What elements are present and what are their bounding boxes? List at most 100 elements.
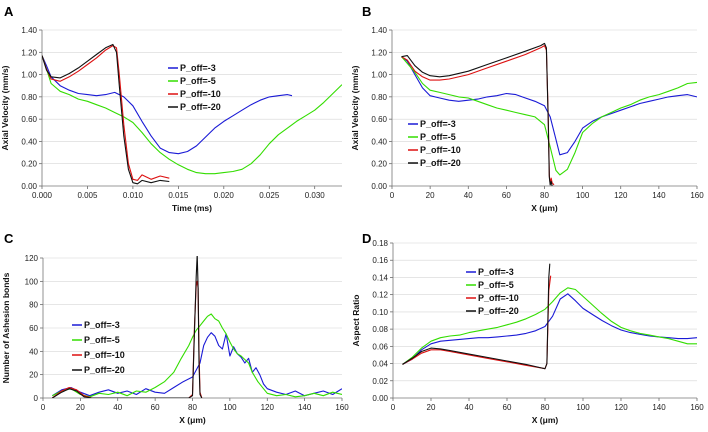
x-tick-label: 60	[503, 403, 512, 412]
y-tick-label: 0.80	[21, 93, 37, 102]
y-tick-label: 40	[29, 347, 38, 356]
x-tick-label: 0.030	[305, 191, 326, 200]
x-tick-label: 0.010	[123, 191, 144, 200]
y-tick-label: 1.00	[371, 71, 387, 80]
x-tick-label: 120	[261, 403, 275, 412]
y-tick-label: 0.12	[372, 291, 388, 300]
legend-entry: P_off=-5	[84, 335, 120, 345]
x-tick-label: 100	[576, 191, 590, 200]
legend-entry: P_off=-5	[420, 132, 456, 142]
y-tick-label: 0	[34, 394, 39, 403]
chart-panel-d: D 0.00 0.02 0.04 0.06 0.08 0.10 0.12 0.14 0.16 0.1…	[351, 231, 704, 425]
x-tick-label: 40	[464, 191, 473, 200]
y-tick-label: 0.06	[372, 342, 388, 351]
legend-entry: P_off=-10	[420, 145, 461, 155]
y-tick-label: 1.20	[21, 48, 37, 57]
legend-entry: P_off=-3	[420, 119, 456, 129]
legend-entry: P_off=-20	[84, 365, 125, 375]
y-axis-label: Axial Velocity (mm/s)	[0, 65, 10, 150]
legend-entry: P_off=-3	[84, 320, 120, 330]
legend-entry: P_off=-10	[478, 293, 519, 303]
y-tick-label: 1.00	[21, 71, 37, 80]
x-tick-label: 60	[502, 191, 511, 200]
series-line-p-off-3	[42, 55, 293, 155]
panel-label: D	[362, 231, 371, 246]
series-line-p-off-3	[52, 332, 342, 397]
x-tick-label: 120	[614, 191, 628, 200]
x-tick-label: 80	[188, 403, 197, 412]
x-tick-label: 120	[614, 403, 628, 412]
y-tick-label: 0.60	[21, 115, 37, 124]
series-line-p-off-20	[52, 256, 203, 398]
x-tick-label: 40	[113, 403, 122, 412]
legend-entry: P_off=-5	[180, 76, 216, 86]
x-tick-label: 0.025	[259, 191, 280, 200]
series-line-p-off-3	[402, 293, 697, 365]
x-tick-label: 0.015	[168, 191, 189, 200]
y-axis-label: Axial Velocity (mm/s)	[350, 65, 360, 150]
y-tick-label: 0.18	[372, 239, 388, 248]
panel-label: A	[4, 4, 14, 19]
x-axis-label: X (μm)	[179, 415, 206, 425]
legend-entry: P_off=-10	[180, 89, 221, 99]
y-tick-label: 120	[25, 254, 39, 263]
y-tick-label: 0.14	[372, 273, 388, 282]
chart-panel-c: C 0 20 40 60 80 100 120 0 20 40 60 80 100 120 140 160 X (…	[1, 231, 349, 425]
x-tick-label: 20	[427, 403, 436, 412]
x-tick-label: 160	[690, 191, 704, 200]
y-tick-label: 0.40	[371, 137, 387, 146]
chart-panel-b: B 0.00 0.20 0.40 0.60 0.80 1.00 1.20 1.40 0 20 40 60…	[350, 4, 704, 213]
legend-entry: P_off=-5	[478, 280, 514, 290]
y-tick-label: 20	[29, 371, 38, 380]
x-tick-label: 0	[41, 403, 46, 412]
y-tick-label: 0.04	[372, 360, 388, 369]
series-line-p-off-10	[42, 45, 170, 181]
y-tick-label: 1.20	[371, 48, 387, 57]
y-tick-label: 0.00	[372, 394, 388, 403]
x-tick-label: 20	[76, 403, 85, 412]
panel-label: B	[362, 4, 371, 19]
x-tick-label: 40	[465, 403, 474, 412]
series-line-p-off-5	[402, 287, 697, 365]
x-tick-label: 140	[652, 403, 666, 412]
y-tick-label: 0.80	[371, 93, 387, 102]
x-tick-label: 80	[540, 191, 549, 200]
x-tick-label: 20	[426, 191, 435, 200]
y-tick-label: 80	[29, 301, 38, 310]
series-line-p-off-5	[401, 56, 697, 176]
x-tick-label: 100	[576, 403, 590, 412]
series-line-p-off-3	[401, 56, 697, 156]
panel-label: C	[4, 231, 14, 246]
x-axis-label: Time (ms)	[172, 203, 212, 213]
x-tick-label: 60	[151, 403, 160, 412]
series-line-p-off-10	[402, 275, 552, 370]
y-axis-label: Number of Ashesion bonds	[1, 272, 11, 383]
legend-entry: P_off=-3	[478, 267, 514, 277]
legend-entry: P_off=-20	[478, 306, 519, 316]
legend-entry: P_off=-20	[180, 102, 221, 112]
legend-entry: P_off=-3	[180, 63, 216, 73]
chart-panel-a: A 0.00 0.20 0.40 0.60 0.80 1.00 1.20 1.40 0.000 0.…	[0, 4, 342, 213]
y-axis-label: Aspect Ratio	[351, 295, 361, 347]
x-tick-label: 0	[391, 403, 396, 412]
x-tick-label: 160	[335, 403, 349, 412]
series-line-p-off-20	[42, 43, 170, 185]
y-tick-label: 0.00	[371, 182, 387, 191]
series-line-p-off-20	[401, 42, 553, 186]
x-tick-label: 80	[541, 403, 550, 412]
y-tick-label: 0.40	[21, 137, 37, 146]
series-line-p-off-20	[402, 263, 551, 370]
y-tick-label: 60	[29, 324, 38, 333]
y-tick-label: 0.08	[372, 325, 388, 334]
x-tick-label: 140	[298, 403, 312, 412]
legend-entry: P_off=-20	[420, 158, 461, 168]
y-tick-label: 0.20	[371, 160, 387, 169]
y-tick-label: 0.16	[372, 256, 388, 265]
y-tick-label: 1.40	[371, 26, 387, 35]
y-tick-label: 100	[25, 277, 39, 286]
series-line-p-off-5	[42, 55, 342, 175]
y-tick-label: 0.10	[372, 308, 388, 317]
x-tick-label: 0.000	[32, 191, 53, 200]
series-line-p-off-5	[52, 313, 342, 398]
